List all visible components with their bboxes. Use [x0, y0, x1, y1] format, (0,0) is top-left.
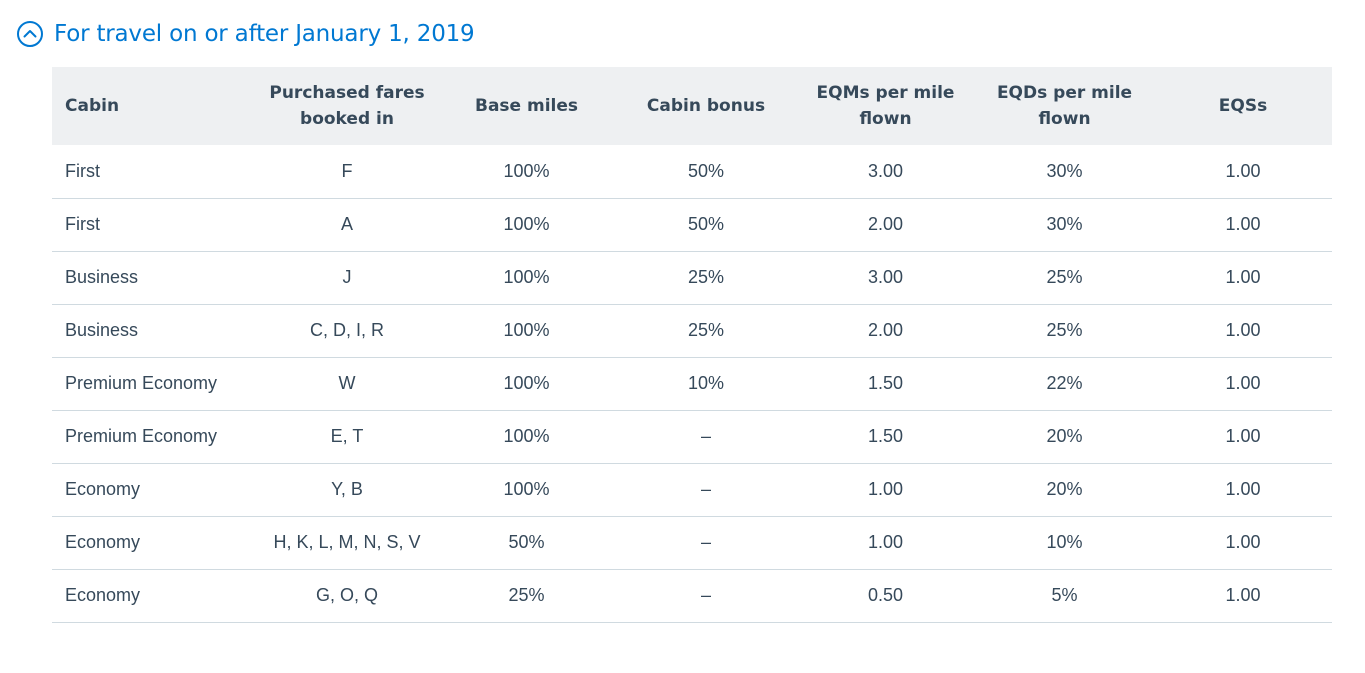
cell-eqd: 5% — [1051, 585, 1078, 605]
header-cabin-bonus: Cabin bonus — [646, 96, 766, 116]
cell-cabin-bonus: – — [700, 426, 711, 446]
cell-cabin: Premium Economy — [65, 426, 218, 446]
cell-fares: W — [338, 373, 356, 393]
cell-eqs: 1.00 — [1225, 373, 1261, 393]
cell-fares: A — [340, 214, 353, 234]
cell-base-miles: 100% — [503, 373, 550, 393]
cell-cabin: Business — [65, 267, 139, 287]
cell-eqs: 1.00 — [1225, 267, 1261, 287]
header-eqm: EQMs per mile flown — [816, 83, 955, 129]
cell-eqd: 30% — [1046, 160, 1083, 181]
cell-eqm: 0.50 — [867, 585, 904, 605]
table-row: Business C, D, I, R 100% 25% 2.00 25% 1.00 — [52, 304, 1332, 357]
header-fares: Purchased fares booked in — [269, 83, 425, 129]
cell-eqd: 20% — [1046, 426, 1083, 446]
table-row: Economy G, O, Q 25% – 0.50 5% 1.00 — [52, 569, 1332, 622]
cell-cabin: Economy — [65, 532, 141, 552]
table-row: First F 100% 50% 3.00 30% 1.00 — [52, 145, 1332, 198]
cell-eqs: 1.00 — [1225, 479, 1261, 499]
cell-base-miles: 100% — [503, 320, 550, 340]
section-toggle[interactable]: For travel on or after January 1, 2019 — [16, 20, 475, 48]
header-eqs: EQSs — [1218, 96, 1268, 116]
cell-eqm: 1.00 — [867, 479, 904, 499]
cell-eqm: 1.00 — [867, 532, 904, 552]
cell-base-miles: 100% — [503, 160, 550, 181]
cell-base-miles: 25% — [508, 585, 545, 605]
cell-base-miles: 50% — [508, 532, 545, 552]
cell-eqs: 1.00 — [1225, 160, 1261, 181]
cell-eqd: 25% — [1046, 267, 1083, 287]
cell-fares: G, O, Q — [315, 585, 378, 605]
cell-cabin-bonus: – — [700, 479, 711, 499]
cell-cabin-bonus: – — [700, 532, 711, 552]
cell-base-miles: 100% — [503, 426, 550, 446]
header-eqd: EQDs per mile flown — [996, 83, 1133, 129]
chevron-up-circle-icon — [16, 20, 44, 48]
table-row: First A 100% 50% 2.00 30% 1.00 — [52, 198, 1332, 251]
header-cabin: Cabin — [65, 96, 120, 116]
cell-eqs: 1.00 — [1225, 532, 1261, 552]
cell-cabin-bonus: 25% — [687, 267, 725, 287]
cell-eqs: 1.00 — [1225, 426, 1261, 446]
cell-cabin: Business — [65, 320, 139, 340]
cell-eqm: 3.00 — [867, 160, 904, 181]
cell-cabin-bonus: 10% — [687, 373, 725, 393]
cell-cabin-bonus: 50% — [687, 160, 725, 181]
cell-eqm: 2.00 — [867, 320, 904, 340]
cell-base-miles: 100% — [503, 214, 550, 234]
table-row: Premium Economy W 100% 10% 1.50 22% 1.00 — [52, 357, 1332, 410]
cell-fares: Y, B — [331, 479, 363, 499]
cell-eqm: 3.00 — [867, 267, 904, 287]
table-row: Business J 100% 25% 3.00 25% 1.00 — [52, 251, 1332, 304]
header-base-miles: Base miles — [474, 96, 578, 116]
cell-eqd: 22% — [1046, 373, 1083, 393]
cell-eqs: 1.00 — [1225, 214, 1261, 234]
cell-eqd: 25% — [1046, 320, 1083, 340]
cell-eqd: 20% — [1046, 479, 1083, 499]
cell-eqd: 30% — [1046, 214, 1083, 234]
cell-base-miles: 100% — [503, 267, 550, 287]
cell-eqs: 1.00 — [1225, 320, 1261, 340]
cell-fares: F — [341, 160, 353, 181]
cell-eqm: 1.50 — [867, 373, 904, 393]
cell-cabin: Economy — [65, 479, 141, 499]
cell-cabin: First — [65, 160, 100, 181]
cell-base-miles: 100% — [503, 479, 550, 499]
table-row: Premium Economy E, T 100% – 1.50 20% 1.00 — [52, 410, 1332, 463]
cell-cabin: Premium Economy — [65, 373, 218, 393]
cell-fares: C, D, I, R — [309, 320, 384, 340]
cell-cabin: First — [65, 214, 100, 234]
table-body: First F 100% 50% 3.00 30% 1.00 First A 100% 50% 2.0… — [52, 145, 1332, 622]
cell-cabin-bonus: 25% — [687, 320, 725, 340]
cell-fares: E, T — [330, 426, 364, 446]
section-title[interactable]: For travel on or after January 1, 2019 — [54, 21, 475, 47]
table-row: Economy Y, B 100% – 1.00 20% 1.00 — [52, 463, 1332, 516]
cell-eqd: 10% — [1046, 532, 1083, 552]
cell-fares: J — [342, 267, 352, 287]
cell-cabin-bonus: – — [700, 585, 711, 605]
header-row: Cabin Purchased fares booked in Base mil… — [52, 67, 1332, 145]
earning-table: Cabin Purchased fares booked in Base mil… — [52, 67, 1332, 623]
cell-eqm: 1.50 — [867, 426, 904, 446]
table-header: Cabin Purchased fares booked in Base mil… — [52, 67, 1332, 145]
cell-cabin-bonus: 50% — [687, 214, 725, 234]
cell-eqm: 2.00 — [867, 214, 904, 234]
cell-cabin: Economy — [65, 585, 141, 605]
table-row: Economy H, K, L, M, N, S, V 50% – 1.00 10% 1.0… — [52, 516, 1332, 569]
cell-fares: H, K, L, M, N, S, V — [273, 532, 421, 552]
cell-eqs: 1.00 — [1225, 585, 1261, 605]
